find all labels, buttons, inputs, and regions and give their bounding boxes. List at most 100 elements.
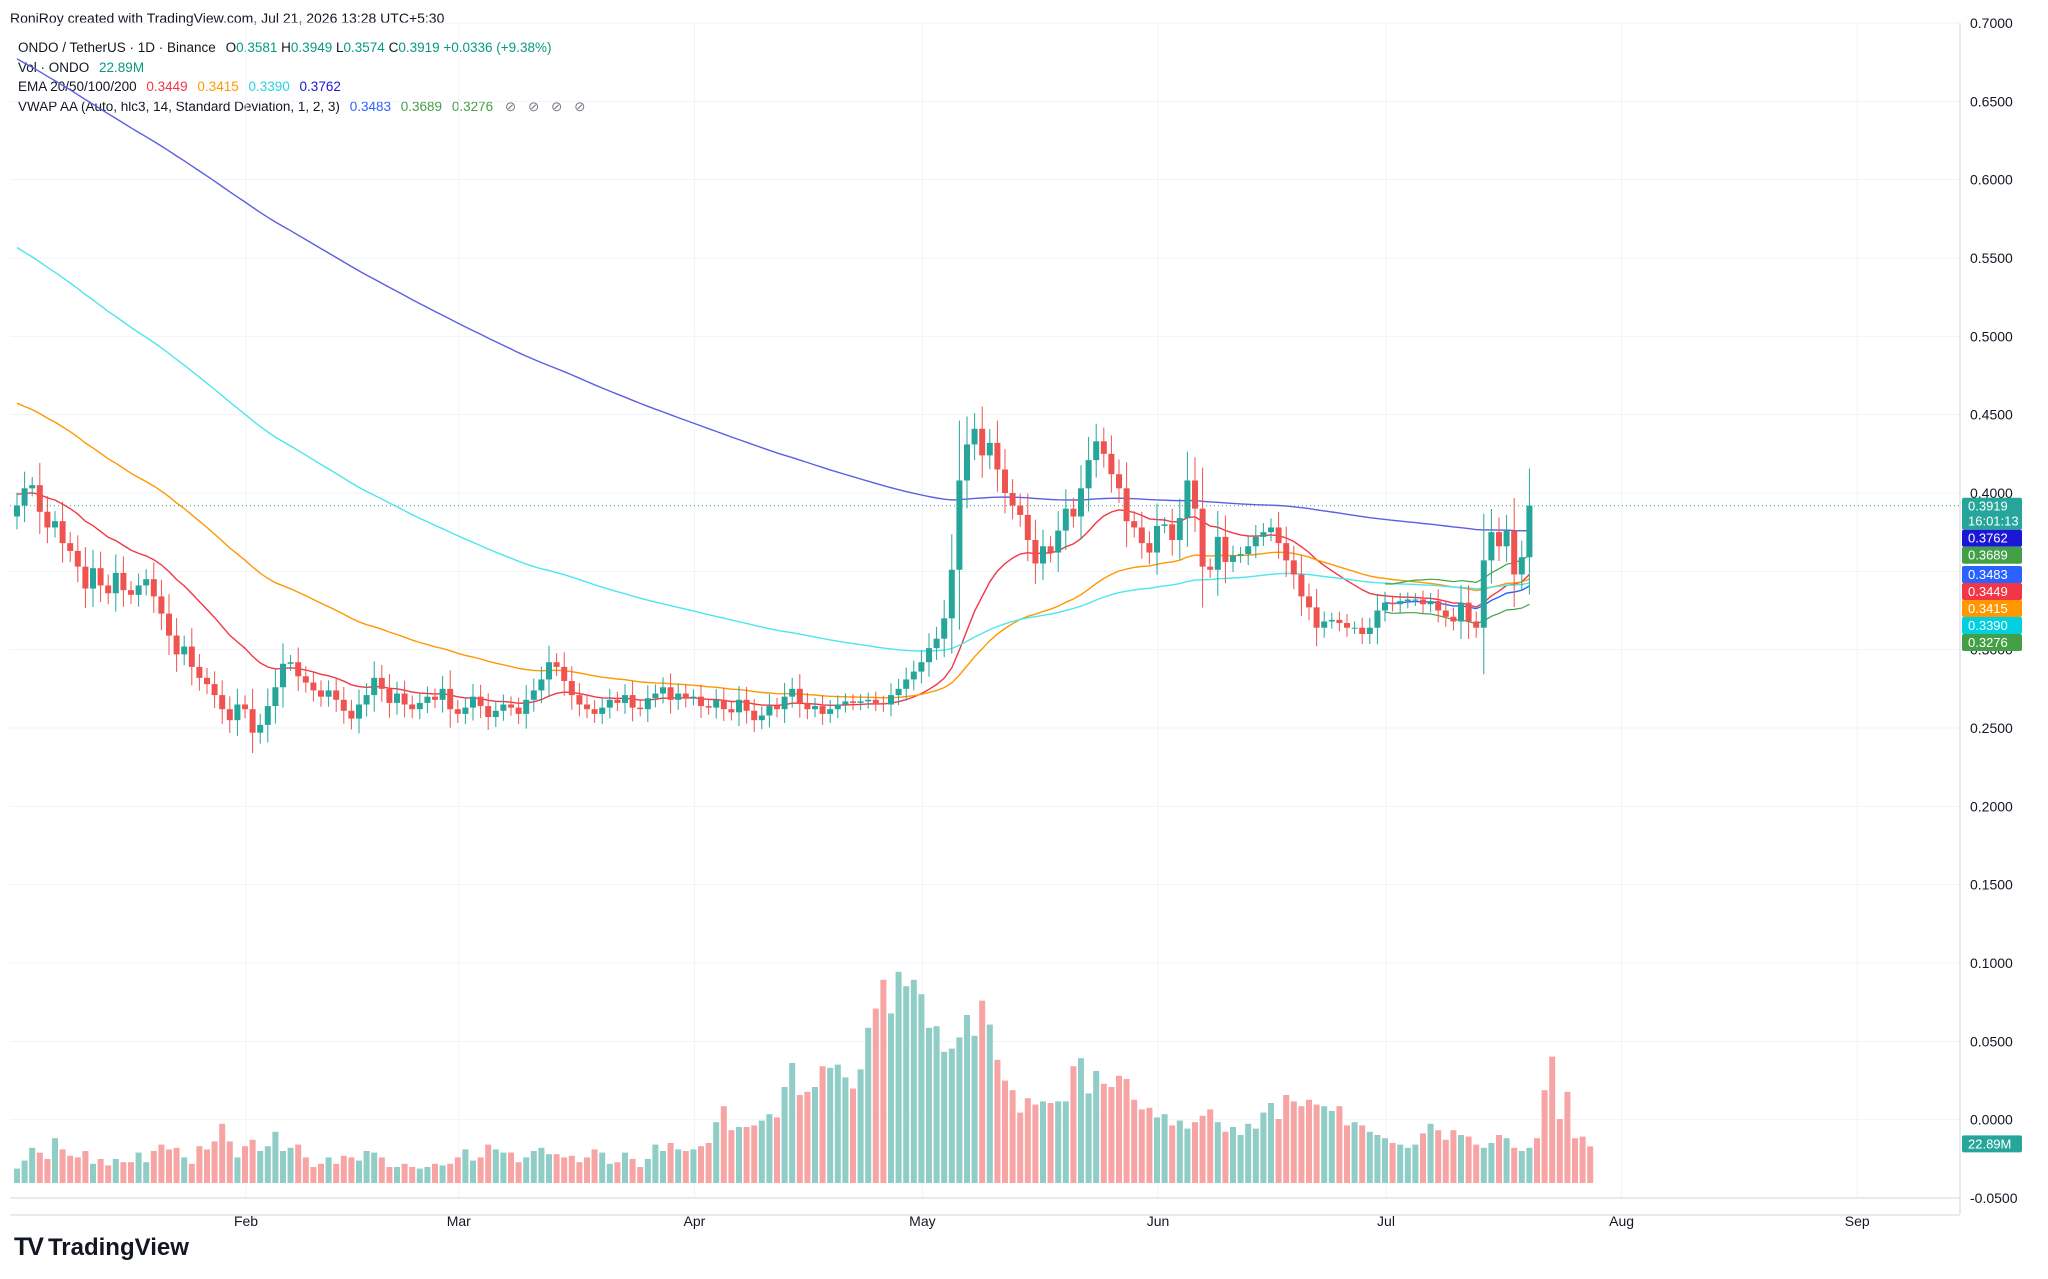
x-tick-label: Jun — [1147, 1213, 1170, 1229]
volume-bar — [249, 1139, 256, 1183]
candle-body — [173, 635, 180, 655]
volume-bar — [401, 1163, 408, 1183]
volume-bar — [394, 1167, 400, 1183]
legend-symbol-row[interactable]: ONDO / TetherUS · 1D · Binance O0.3581 H… — [18, 38, 589, 58]
candle-body — [508, 704, 514, 708]
volume-bar — [918, 994, 925, 1183]
volume-bar — [1024, 1098, 1031, 1183]
volume-bar — [371, 1152, 378, 1183]
volume-bar — [439, 1165, 446, 1183]
volume-bar — [766, 1114, 773, 1183]
volume-bar — [112, 1159, 119, 1183]
tradingview-wordmark: TradingView — [47, 1233, 189, 1261]
volume-bar — [310, 1167, 317, 1183]
volume-bar — [348, 1157, 355, 1183]
candle-body — [1442, 610, 1449, 617]
y-tick-label: 0.2500 — [1970, 720, 2013, 736]
volume-bar — [1290, 1101, 1297, 1183]
candle-body — [1108, 453, 1115, 475]
volume-bar — [553, 1154, 560, 1183]
candle-body — [1199, 508, 1206, 567]
candle-body — [67, 543, 74, 551]
vwap-lower-band — [1384, 603, 1530, 625]
candle-body — [948, 569, 955, 619]
tradingview-brand[interactable]: TV TradingView — [14, 1233, 189, 1262]
volume-bar — [424, 1167, 431, 1183]
volume-bar — [827, 1067, 834, 1183]
candle-body — [249, 709, 256, 733]
candle-body — [842, 701, 849, 705]
legend-vwap-row[interactable]: VWAP AA (Auto, hlc3, 14, Standard Deviat… — [18, 97, 589, 117]
candle-body — [986, 442, 993, 456]
price-label-box — [1962, 546, 2022, 564]
candle-body — [1192, 480, 1198, 509]
candle-body — [888, 695, 894, 705]
volume-bar — [1572, 1138, 1578, 1183]
candle-body — [933, 638, 940, 649]
candle-body — [1116, 474, 1122, 489]
volume-bar — [758, 1120, 765, 1183]
candle-body — [1146, 543, 1153, 553]
volume-bar — [857, 1069, 864, 1183]
candle-body — [1169, 524, 1176, 540]
price-label-text: 0.3276 — [1968, 635, 2008, 650]
visibility-eye-icon[interactable]: ⊘ ⊘ ⊘ ⊘ — [504, 98, 590, 114]
y-tick-label: 0.1000 — [1970, 955, 2013, 971]
volume-bar — [1176, 1120, 1183, 1183]
volume-bar — [272, 1131, 279, 1183]
x-tick-label: Apr — [684, 1213, 706, 1229]
candle-body — [553, 662, 560, 667]
candle-body — [941, 618, 948, 639]
candle-body — [857, 701, 864, 703]
candle-body — [1404, 599, 1411, 602]
volume-bar — [1214, 1122, 1221, 1183]
volume-bar — [1184, 1128, 1191, 1183]
candle-body — [1275, 527, 1282, 544]
volume-bar — [698, 1146, 704, 1183]
countdown-label-text: 16:01:13 — [1968, 514, 2019, 529]
price-label-box — [1962, 529, 2022, 547]
volume-bar — [1313, 1104, 1320, 1183]
legend-ema-row[interactable]: EMA 20/50/100/200 0.3449 0.3415 0.3390 0… — [18, 77, 589, 97]
candle-body — [1473, 621, 1480, 628]
chart-legend: ONDO / TetherUS · 1D · Binance O0.3581 H… — [18, 38, 589, 116]
candle-body — [166, 613, 172, 636]
legend-vwap-label: VWAP AA (Auto, hlc3, 14, Standard Deviat… — [18, 98, 340, 114]
vwap-line — [1384, 585, 1530, 610]
volume-bar — [1116, 1075, 1122, 1183]
candle-body — [1511, 530, 1518, 575]
candle-body — [1078, 488, 1084, 517]
x-tick-label: Jul — [1377, 1213, 1395, 1229]
candle-body — [363, 695, 370, 705]
volume-bar — [416, 1168, 423, 1183]
volume-bar — [432, 1163, 438, 1183]
legend-volume-row[interactable]: Vol · ONDO 22.89M — [18, 58, 589, 78]
volume-bar — [530, 1151, 537, 1183]
volume-bar — [1480, 1147, 1487, 1183]
candle-body — [1306, 596, 1312, 608]
candle-body — [834, 704, 841, 710]
volume-bar — [1587, 1146, 1594, 1183]
candle-body — [59, 521, 66, 544]
volume-bar — [1412, 1144, 1419, 1183]
candle-body — [1260, 532, 1267, 537]
volume-bar — [1085, 1093, 1092, 1183]
volume-bar — [979, 1000, 986, 1183]
volume-bar — [1283, 1095, 1290, 1183]
candle-body — [1328, 619, 1335, 622]
candle-body — [796, 688, 803, 703]
volume-bar — [82, 1151, 89, 1183]
y-tick-label: 0.6000 — [1970, 172, 2013, 188]
volume-bar — [682, 1151, 689, 1183]
volume-bar — [994, 1059, 1001, 1183]
volume-bar — [599, 1152, 606, 1183]
volume-bar — [1397, 1144, 1404, 1183]
volume-bar — [1374, 1135, 1381, 1183]
price-label-text: 0.3449 — [1968, 584, 2008, 599]
candle-body — [128, 590, 134, 595]
candle-body — [105, 585, 112, 594]
volume-bar — [872, 1008, 879, 1183]
candle-body — [1458, 602, 1464, 622]
volume-bar — [652, 1144, 659, 1183]
